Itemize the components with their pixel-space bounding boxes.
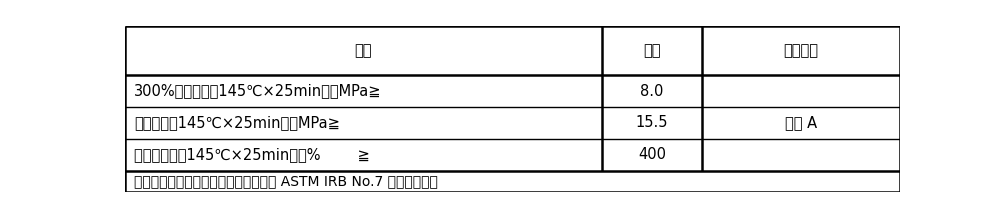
Text: 附录 A: 附录 A <box>785 115 817 130</box>
Text: 300%定伸应力（145℃×25min），MPa≧: 300%定伸应力（145℃×25min），MPa≧ <box>134 84 382 99</box>
Text: 试验方法: 试验方法 <box>784 43 819 58</box>
Text: 扏断伸长率（145℃×25min），%        ≧: 扏断伸长率（145℃×25min），% ≧ <box>134 147 370 162</box>
Text: 400: 400 <box>638 147 666 162</box>
Text: 指标: 指标 <box>643 43 661 58</box>
Text: 8.0: 8.0 <box>640 84 664 99</box>
Text: 注：混炼胶和硬化胶的性能指标均采用 ASTM IRB No.7 炭黑进行评价: 注：混炼胶和硬化胶的性能指标均采用 ASTM IRB No.7 炭黑进行评价 <box>134 175 438 188</box>
Text: 15.5: 15.5 <box>636 115 668 130</box>
Text: 拉伸强度（145℃×25min），MPa≧: 拉伸强度（145℃×25min），MPa≧ <box>134 115 340 130</box>
Text: 项目: 项目 <box>355 43 372 58</box>
